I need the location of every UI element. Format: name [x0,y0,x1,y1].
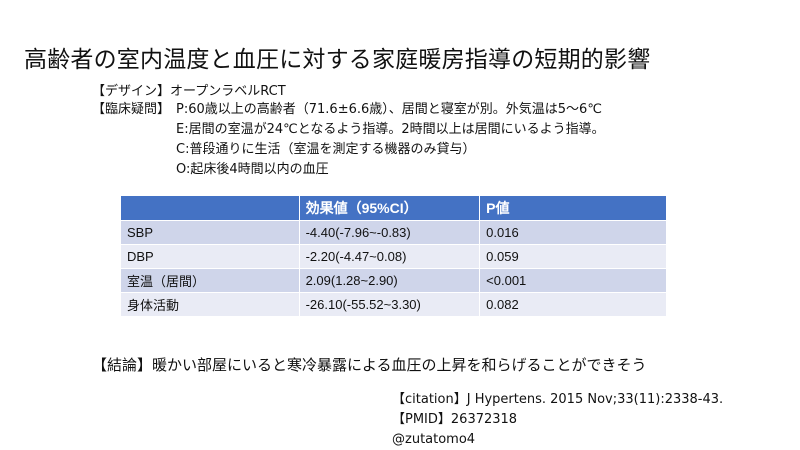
row-effect: -4.40(-7.96~-0.83) [299,220,481,245]
citation-block: 【citation】J Hypertens. 2015 Nov;33(11):2… [392,390,723,450]
row-label: SBP [121,220,300,245]
results-table: 効果値（95%CI） P値 SBP -4.40(-7.96~-0.83) 0.0… [121,196,667,316]
table-header-cell: P値 [479,196,667,221]
row-p-value: 0.059 [479,244,667,269]
table-header-cell [121,196,300,221]
table-header-row: 効果値（95%CI） P値 [121,196,667,221]
table-header-cell: 効果値（95%CI） [299,196,481,221]
design-line: 【デザイン】オープンラベルRCT [92,80,286,99]
citation-line: 【citation】J Hypertens. 2015 Nov;33(11):2… [392,392,724,407]
pmid-line: 【PMID】26372318 [392,412,518,427]
pico-row-c: C:普段通りに生活（室温を測定する機器のみ貸与） [92,140,605,160]
clinical-question-label: 【臨床疑問】 [92,102,171,117]
pico-row-p: 【臨床疑問】 P:60歳以上の高齢者（71.6±6.6歳）、居間と寝室が別。外気… [92,100,605,120]
clinical-question-block: 【臨床疑問】 P:60歳以上の高齢者（71.6±6.6歳）、居間と寝室が別。外気… [92,100,605,180]
table-row: 身体活動 -26.10(-55.52~3.30) 0.082 [121,292,667,316]
row-effect: -26.10(-55.52~3.30) [299,292,481,316]
table-row: DBP -2.20(-4.47~0.08) 0.059 [121,244,667,269]
row-p-value: 0.016 [479,220,667,245]
conclusion-text: 【結論】暖かい部屋にいると寒冷暴露による血圧の上昇を和らげることができそう [92,356,647,374]
row-p-value: 0.082 [479,292,667,316]
row-label: 身体活動 [121,292,300,316]
pico-row-e: E:居間の室温が24℃となるよう指導。2時間以上は居間にいるよう指導。 [92,120,605,140]
author-handle: @zutatomo4 [392,432,476,447]
row-effect: -2.20(-4.47~0.08) [299,244,481,269]
pico-o: O:起床後4時間以内の血圧 [176,162,329,177]
pico-e: E:居間の室温が24℃となるよう指導。2時間以上は居間にいるよう指導。 [176,122,605,137]
design-label: 【デザイン】 [92,84,171,99]
pico-p: P:60歳以上の高齢者（71.6±6.6歳）、居間と寝室が別。外気温は5～6℃ [176,102,602,117]
row-label: 室温（居間） [121,268,300,293]
table-row: SBP -4.40(-7.96~-0.83) 0.016 [121,220,667,245]
pico-row-o: O:起床後4時間以内の血圧 [92,160,605,180]
row-label: DBP [121,244,300,269]
slide-title: 高齢者の室内温度と血圧に対する家庭暖房指導の短期的影響 [24,47,651,73]
table-row: 室温（居間） 2.09(1.28~2.90) <0.001 [121,268,667,293]
row-p-value: <0.001 [479,268,667,293]
row-effect: 2.09(1.28~2.90) [299,268,481,293]
design-value: オープンラベルRCT [170,84,286,99]
pico-c: C:普段通りに生活（室温を測定する機器のみ貸与） [176,142,476,157]
